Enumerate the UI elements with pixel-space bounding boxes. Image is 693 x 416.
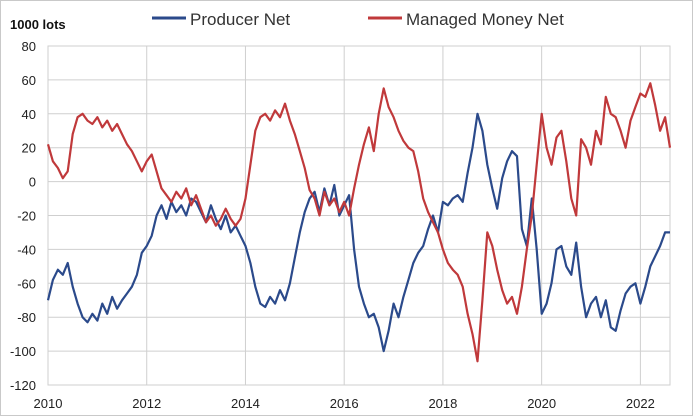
x-tick-label: 2010 [34,396,63,411]
y-tick-label: -40 [17,242,36,257]
series-lines [46,82,672,363]
y-tick-label: -20 [17,209,36,224]
legend-label-managed-money: Managed Money Net [406,10,564,29]
legend: Producer Net Managed Money Net [152,10,564,29]
x-tick-label: 2012 [132,396,161,411]
y-tick-label: 20 [22,141,36,156]
y-tick-label: 0 [29,175,36,190]
gridlines [47,45,671,386]
y-tick-label: 60 [22,73,36,88]
y-axis-ticks: 80 60 40 20 0 -20 -40 -60 -80 -100 -120 [10,39,36,393]
y-tick-label: -100 [10,344,36,359]
y-tick-label: -120 [10,378,36,393]
x-tick-label: 2014 [231,396,260,411]
x-axis-ticks: 2010 2012 2014 2016 2018 2020 2022 [34,396,655,411]
y-axis-label: 1000 lots [10,17,66,32]
y-tick-label: 40 [22,107,36,122]
series-line-managed-money-net [46,82,672,363]
y-tick-label: -60 [17,276,36,291]
x-tick-label: 2020 [527,396,556,411]
legend-label-producer: Producer Net [190,10,290,29]
x-tick-label: 2016 [330,396,359,411]
y-tick-label: 80 [22,39,36,54]
x-tick-label: 2018 [428,396,457,411]
y-tick-label: -80 [17,310,36,325]
series-line-producer-net [46,112,670,353]
x-tick-label: 2022 [626,396,655,411]
